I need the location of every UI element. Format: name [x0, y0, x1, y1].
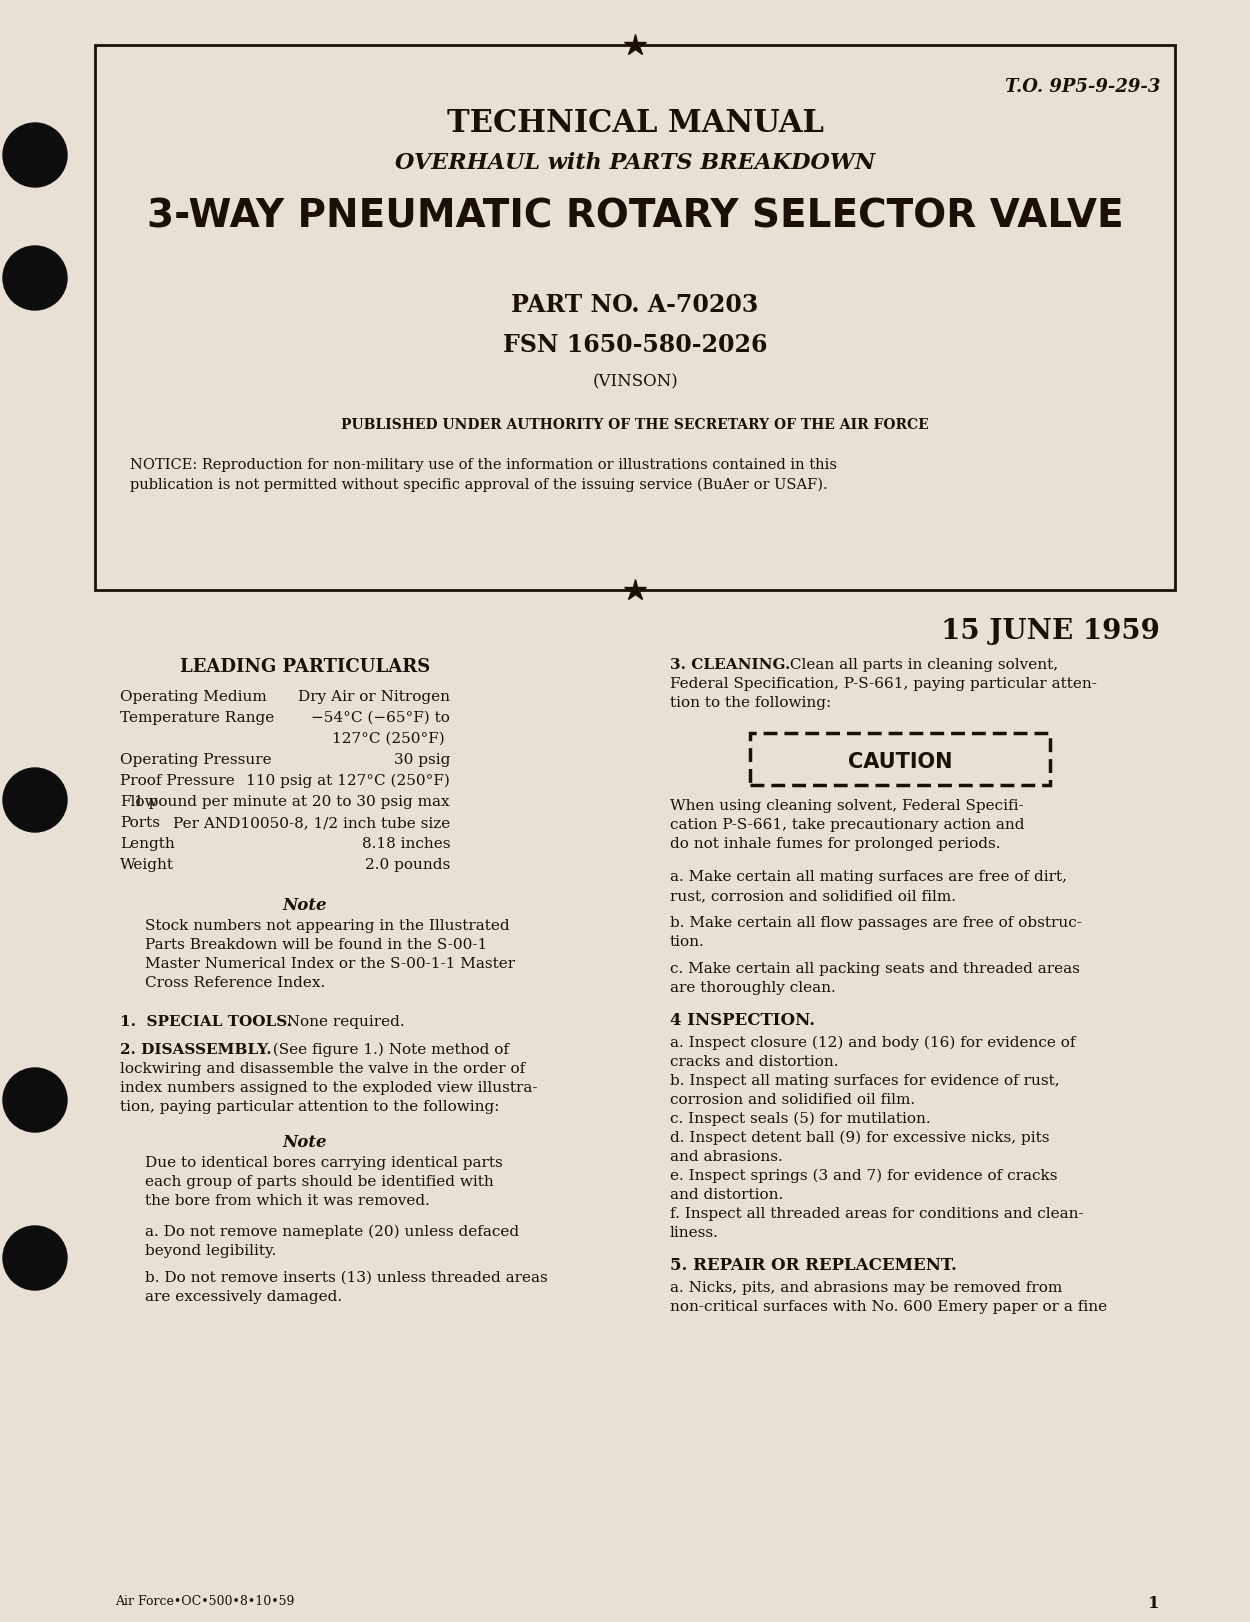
Text: Parts Breakdown will be found in the S-00-1: Parts Breakdown will be found in the S-0…: [145, 938, 488, 952]
Text: c. Inspect seals (5) for mutilation.: c. Inspect seals (5) for mutilation.: [670, 1113, 930, 1126]
Text: tion to the following:: tion to the following:: [670, 696, 831, 710]
Text: Air Force•OC•500•8•10•59: Air Force•OC•500•8•10•59: [115, 1594, 295, 1607]
Text: a. Inspect closure (12) and body (16) for evidence of: a. Inspect closure (12) and body (16) fo…: [670, 1036, 1075, 1051]
Text: publication is not permitted without specific approval of the issuing service (B: publication is not permitted without spe…: [130, 478, 828, 493]
Text: 4 INSPECTION.: 4 INSPECTION.: [670, 1012, 815, 1028]
Text: 5. REPAIR OR REPLACEMENT.: 5. REPAIR OR REPLACEMENT.: [670, 1257, 958, 1273]
Text: Master Numerical Index or the S-00-1-1 Master: Master Numerical Index or the S-00-1-1 M…: [145, 957, 515, 972]
Text: 110 psig at 127°C (250°F): 110 psig at 127°C (250°F): [246, 774, 450, 788]
Text: a. Do not remove nameplate (20) unless defaced: a. Do not remove nameplate (20) unless d…: [145, 1225, 519, 1239]
Text: a. Nicks, pits, and abrasions may be removed from: a. Nicks, pits, and abrasions may be rem…: [670, 1281, 1062, 1294]
Text: Operating Pressure: Operating Pressure: [120, 753, 271, 767]
Text: PART NO. A-70203: PART NO. A-70203: [511, 294, 759, 316]
Text: Ports: Ports: [120, 816, 160, 830]
Text: beyond legibility.: beyond legibility.: [145, 1244, 276, 1259]
Text: Per AND10050-8, 1/2 inch tube size: Per AND10050-8, 1/2 inch tube size: [173, 816, 450, 830]
Text: Proof Pressure: Proof Pressure: [120, 774, 235, 788]
Text: Stock numbers not appearing in the Illustrated: Stock numbers not appearing in the Illus…: [145, 920, 510, 933]
Text: non-critical surfaces with No. 600 Emery paper or a fine: non-critical surfaces with No. 600 Emery…: [670, 1299, 1108, 1314]
Text: (VINSON): (VINSON): [592, 373, 678, 389]
Text: and distortion.: and distortion.: [670, 1187, 784, 1202]
Text: Federal Specification, P-S-661, paying particular atten-: Federal Specification, P-S-661, paying p…: [670, 676, 1098, 691]
Text: cracks and distortion.: cracks and distortion.: [670, 1054, 839, 1069]
Text: lockwiring and disassemble the valve in the order of: lockwiring and disassemble the valve in …: [120, 1062, 525, 1075]
Text: (See figure 1.) Note method of: (See figure 1.) Note method of: [262, 1043, 509, 1058]
Text: rust, corrosion and solidified oil film.: rust, corrosion and solidified oil film.: [670, 889, 956, 903]
Text: the bore from which it was removed.: the bore from which it was removed.: [145, 1194, 430, 1208]
Text: 8.18 inches: 8.18 inches: [361, 837, 450, 852]
Text: Note: Note: [282, 897, 328, 915]
Text: 2. DISASSEMBLY.: 2. DISASSEMBLY.: [120, 1043, 271, 1058]
Text: NOTICE: Reproduction for non-military use of the information or illustrations co: NOTICE: Reproduction for non-military us…: [130, 457, 838, 472]
Text: Operating Medium: Operating Medium: [120, 689, 266, 704]
Bar: [750, 733, 1050, 785]
Circle shape: [2, 767, 68, 832]
Text: FSN 1650-580-2026: FSN 1650-580-2026: [503, 333, 768, 357]
Text: Weight: Weight: [120, 858, 174, 873]
Text: When using cleaning solvent, Federal Specifi-: When using cleaning solvent, Federal Spe…: [670, 800, 1024, 813]
Text: −54°C (−65°F) to: −54°C (−65°F) to: [311, 710, 450, 725]
Circle shape: [2, 247, 68, 310]
Text: 2.0 pounds: 2.0 pounds: [365, 858, 450, 873]
Text: None required.: None required.: [278, 1015, 405, 1028]
Text: PUBLISHED UNDER AUTHORITY OF THE SECRETARY OF THE AIR FORCE: PUBLISHED UNDER AUTHORITY OF THE SECRETA…: [341, 418, 929, 431]
Text: 1: 1: [1149, 1594, 1160, 1612]
Circle shape: [2, 1226, 68, 1289]
Text: 30 psig: 30 psig: [394, 753, 450, 767]
Text: Temperature Range: Temperature Range: [120, 710, 274, 725]
Text: are thoroughly clean.: are thoroughly clean.: [670, 981, 836, 994]
Text: 1.  SPECIAL TOOLS.: 1. SPECIAL TOOLS.: [120, 1015, 292, 1028]
Text: e. Inspect springs (3 and 7) for evidence of cracks: e. Inspect springs (3 and 7) for evidenc…: [670, 1169, 1058, 1184]
Text: a. Make certain all mating surfaces are free of dirt,: a. Make certain all mating surfaces are …: [670, 869, 1068, 884]
Text: T.O. 9P5-9-29-3: T.O. 9P5-9-29-3: [1005, 78, 1160, 96]
Text: 1 pound per minute at 20 to 30 psig max: 1 pound per minute at 20 to 30 psig max: [135, 795, 450, 809]
Text: index numbers assigned to the exploded view illustra-: index numbers assigned to the exploded v…: [120, 1080, 538, 1095]
Text: b. Do not remove inserts (13) unless threaded areas: b. Do not remove inserts (13) unless thr…: [145, 1272, 548, 1285]
Text: 3. CLEANING.: 3. CLEANING.: [670, 659, 790, 672]
Text: Note: Note: [282, 1134, 328, 1152]
Text: liness.: liness.: [670, 1226, 719, 1239]
Text: c. Make certain all packing seats and threaded areas: c. Make certain all packing seats and th…: [670, 962, 1080, 976]
Text: Cross Reference Index.: Cross Reference Index.: [145, 976, 325, 989]
Text: are excessively damaged.: are excessively damaged.: [145, 1289, 342, 1304]
Text: 127°C (250°F): 127°C (250°F): [332, 732, 445, 746]
Text: Length: Length: [120, 837, 175, 852]
Text: CAUTION: CAUTION: [848, 753, 953, 772]
Circle shape: [2, 1067, 68, 1132]
Text: d. Inspect detent ball (9) for excessive nicks, pits: d. Inspect detent ball (9) for excessive…: [670, 1131, 1050, 1145]
Text: OVERHAUL with PARTS BREAKDOWN: OVERHAUL with PARTS BREAKDOWN: [395, 152, 875, 174]
Text: LEADING PARTICULARS: LEADING PARTICULARS: [180, 659, 430, 676]
Text: cation P-S-661, take precautionary action and: cation P-S-661, take precautionary actio…: [670, 817, 1025, 832]
Bar: [95, 45, 1175, 590]
Text: b. Inspect all mating surfaces for evidence of rust,: b. Inspect all mating surfaces for evide…: [670, 1074, 1060, 1088]
Text: Flow: Flow: [120, 795, 158, 809]
Text: TECHNICAL MANUAL: TECHNICAL MANUAL: [446, 109, 824, 139]
Circle shape: [2, 123, 68, 187]
Text: 3-WAY PNEUMATIC ROTARY SELECTOR VALVE: 3-WAY PNEUMATIC ROTARY SELECTOR VALVE: [146, 198, 1124, 235]
Text: tion, paying particular attention to the following:: tion, paying particular attention to the…: [120, 1100, 500, 1114]
Text: tion.: tion.: [670, 934, 705, 949]
Text: f. Inspect all threaded areas for conditions and clean-: f. Inspect all threaded areas for condit…: [670, 1207, 1084, 1221]
Text: Clean all parts in cleaning solvent,: Clean all parts in cleaning solvent,: [785, 659, 1058, 672]
Text: do not inhale fumes for prolonged periods.: do not inhale fumes for prolonged period…: [670, 837, 1000, 852]
Text: Dry Air or Nitrogen: Dry Air or Nitrogen: [298, 689, 450, 704]
Text: Due to identical bores carrying identical parts: Due to identical bores carrying identica…: [145, 1156, 503, 1169]
Text: and abrasions.: and abrasions.: [670, 1150, 782, 1165]
Text: each group of parts should be identified with: each group of parts should be identified…: [145, 1174, 494, 1189]
Text: b. Make certain all flow passages are free of obstruc-: b. Make certain all flow passages are fr…: [670, 916, 1082, 929]
Text: 15 JUNE 1959: 15 JUNE 1959: [941, 618, 1160, 646]
Text: corrosion and solidified oil film.: corrosion and solidified oil film.: [670, 1093, 915, 1106]
